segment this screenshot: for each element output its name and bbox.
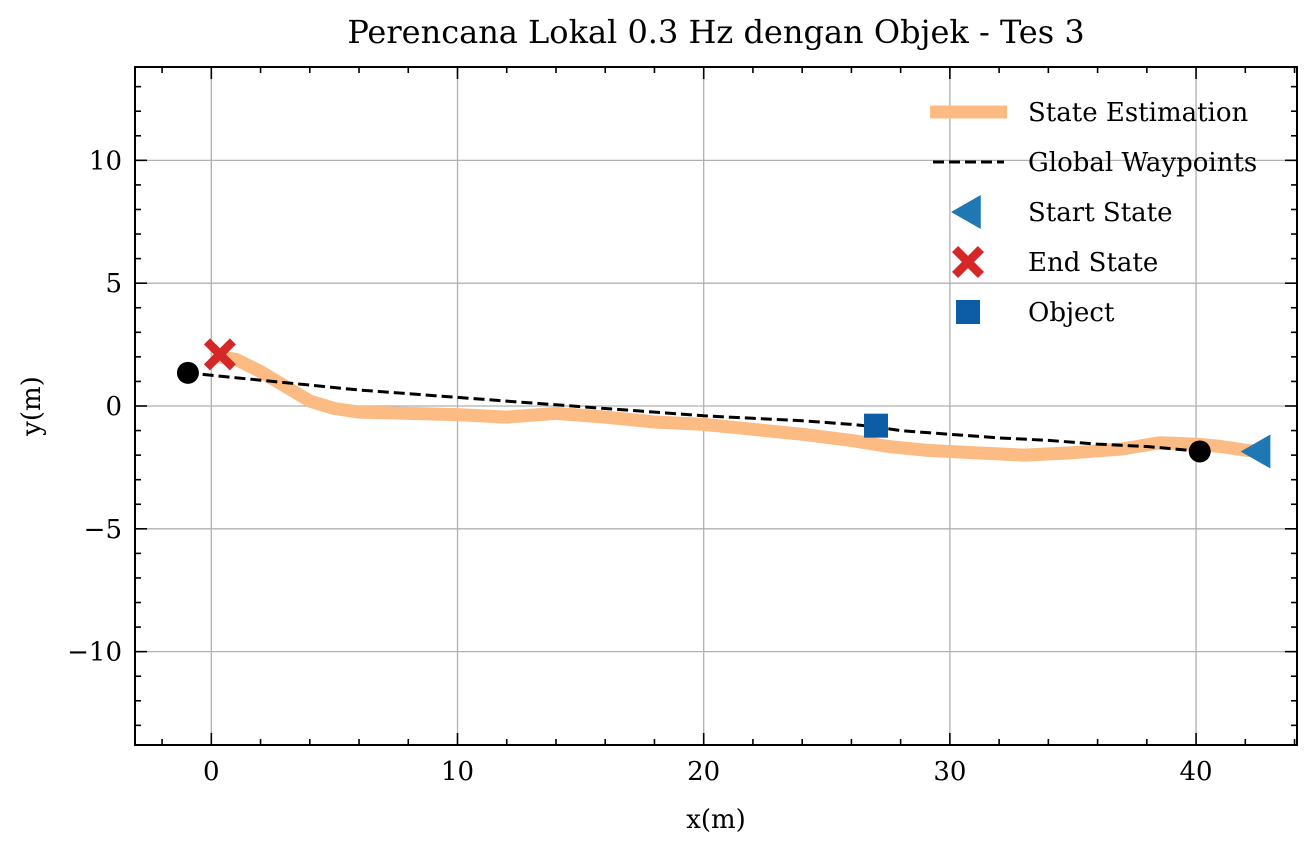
legend-end-state-swatch xyxy=(952,246,984,278)
global-waypoints-line xyxy=(186,371,1202,453)
state-estimation-line xyxy=(212,350,1265,462)
grid xyxy=(135,67,1297,745)
object-marker xyxy=(864,413,889,438)
x-tick-label: 10 xyxy=(441,757,474,787)
legend-end-state-label: End State xyxy=(1028,248,1158,278)
y-tick-label: 0 xyxy=(105,392,122,422)
x-tick-label: 20 xyxy=(687,757,720,787)
end-state-marker xyxy=(203,338,236,371)
start-state-marker xyxy=(1240,434,1271,469)
legend-start-state-label: Start State xyxy=(1028,198,1173,228)
waypoint-endpoint-marker xyxy=(176,361,199,384)
waypoint-endpoint-marker xyxy=(1188,440,1211,463)
y-tick-label: −10 xyxy=(67,638,122,668)
axis-ticks xyxy=(135,67,1297,745)
x-tick-label: 0 xyxy=(203,757,220,787)
legend-state-estimation-label: State Estimation xyxy=(1028,98,1249,128)
y-tick-labels: −10 −5 0 5 10 xyxy=(67,146,122,667)
x-axis-label: x(m) xyxy=(686,805,746,835)
legend: State Estimation Global Waypoints Start St… xyxy=(930,98,1257,328)
y-tick-label: 5 xyxy=(105,269,122,299)
x-tick-label: 30 xyxy=(933,757,966,787)
legend-start-state-swatch xyxy=(951,195,981,229)
x-tick-labels: 0 10 20 30 40 xyxy=(203,757,1213,787)
y-tick-label: 10 xyxy=(89,146,122,176)
legend-object-swatch xyxy=(956,300,980,324)
x-tick-label: 40 xyxy=(1180,757,1213,787)
legend-global-waypoints-label: Global Waypoints xyxy=(1028,148,1257,178)
y-tick-label: −5 xyxy=(84,515,122,545)
y-axis-label: y(m) xyxy=(17,376,47,437)
chart-title: Perencana Lokal 0.3 Hz dengan Objek - Te… xyxy=(347,13,1084,51)
legend-object-label: Object xyxy=(1028,298,1115,328)
plot-area xyxy=(176,338,1271,469)
